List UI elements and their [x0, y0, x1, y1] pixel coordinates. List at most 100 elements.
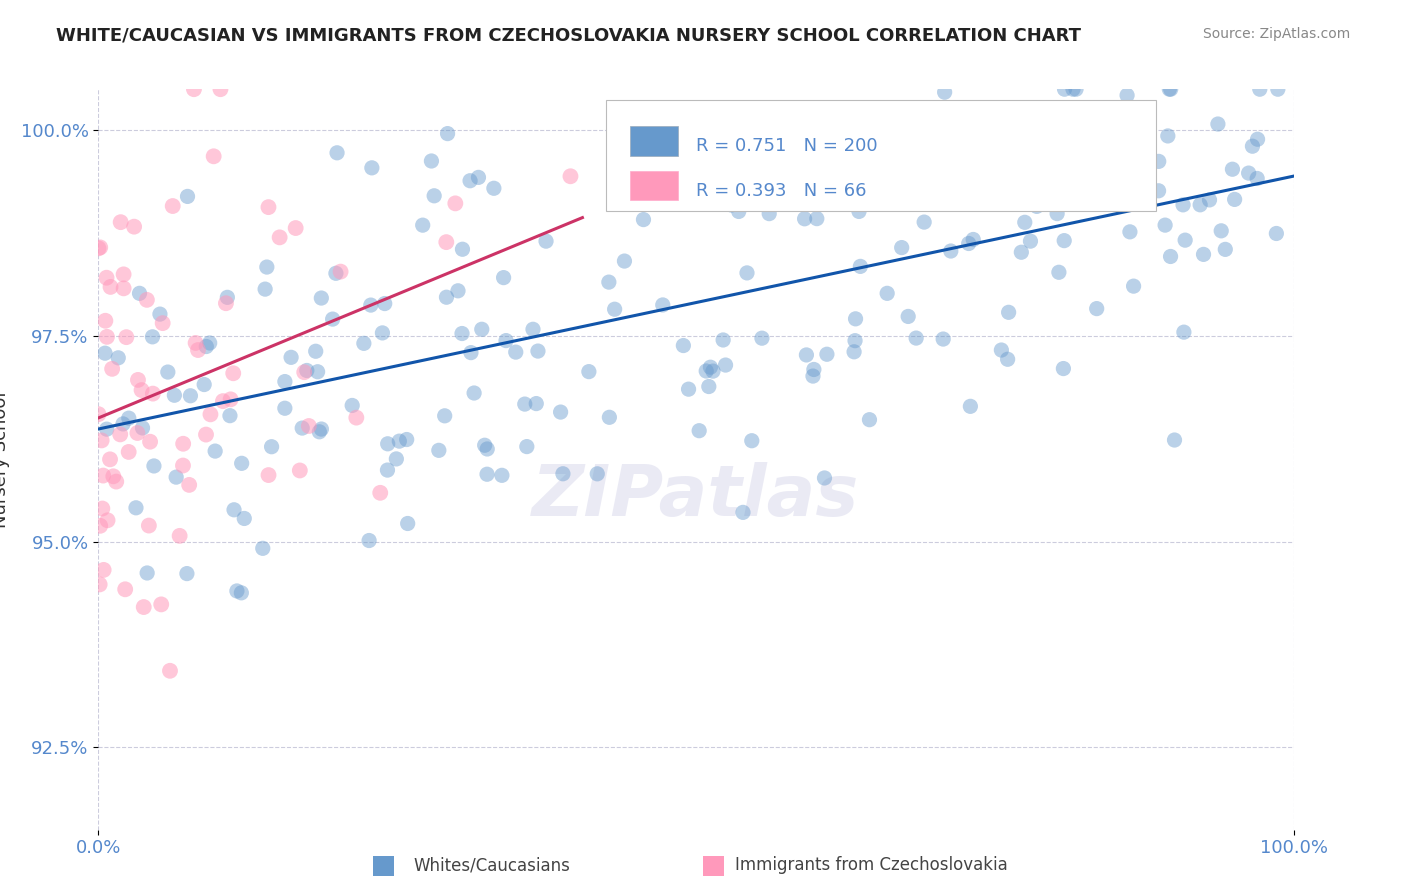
Point — [516, 440, 538, 454]
Point — [1246, 132, 1268, 146]
Point — [94, 314, 117, 328]
Point — [844, 194, 866, 209]
Point — [672, 338, 695, 352]
Point — [751, 331, 773, 345]
Point — [374, 296, 396, 310]
Point — [858, 413, 880, 427]
Point — [159, 664, 181, 678]
Point — [122, 219, 145, 234]
Point — [1019, 234, 1042, 248]
Point — [1136, 190, 1159, 204]
Point — [905, 331, 928, 345]
Point — [231, 586, 253, 600]
Point — [179, 389, 201, 403]
Point — [420, 153, 443, 168]
Point — [87, 241, 110, 255]
Point — [233, 511, 256, 525]
Point — [152, 316, 174, 330]
Point — [962, 232, 984, 246]
Point — [252, 541, 274, 556]
Point — [1163, 433, 1185, 447]
Point — [955, 195, 977, 210]
Point — [1053, 234, 1076, 248]
Point — [94, 346, 117, 360]
Point — [997, 305, 1019, 319]
Point — [890, 241, 912, 255]
Point — [815, 347, 838, 361]
Point — [492, 270, 515, 285]
Point — [209, 82, 232, 96]
Point — [477, 442, 499, 456]
Point — [423, 189, 446, 203]
Point — [1206, 117, 1229, 131]
Point — [451, 242, 474, 256]
Point — [682, 138, 704, 153]
Point — [598, 275, 620, 289]
Point — [471, 322, 494, 336]
Point — [202, 149, 225, 163]
Point — [311, 422, 333, 436]
Text: Whites/Caucasians: Whites/Caucasians — [413, 856, 571, 874]
Point — [1171, 198, 1194, 212]
Point — [1147, 184, 1170, 198]
Point — [111, 417, 134, 431]
Point — [534, 234, 557, 248]
Point — [280, 351, 302, 365]
Point — [187, 343, 209, 357]
Point — [848, 204, 870, 219]
Point — [1064, 110, 1087, 124]
Point — [707, 117, 730, 131]
Point — [1160, 82, 1182, 96]
Point — [586, 467, 609, 481]
Point — [1159, 82, 1181, 96]
Point — [1246, 171, 1268, 186]
Point — [100, 280, 122, 294]
Point — [463, 386, 485, 401]
Point — [832, 186, 855, 201]
Point — [735, 266, 758, 280]
Point — [1241, 139, 1264, 153]
Point — [711, 333, 734, 347]
Point — [142, 386, 165, 401]
Point — [172, 458, 194, 473]
Point — [709, 161, 731, 175]
Point — [295, 363, 318, 377]
Point — [845, 311, 868, 326]
Point — [1052, 361, 1074, 376]
Point — [200, 408, 222, 422]
Point — [1213, 243, 1236, 257]
Point — [695, 364, 717, 378]
Point — [959, 163, 981, 178]
Point — [156, 365, 179, 379]
Point — [793, 211, 815, 226]
Point — [1010, 245, 1032, 260]
Point — [849, 260, 872, 274]
Point — [274, 401, 297, 416]
Point — [578, 365, 600, 379]
Point — [1008, 185, 1031, 199]
Point — [118, 411, 141, 425]
Point — [467, 170, 489, 185]
Point — [183, 82, 205, 96]
Point — [260, 440, 283, 454]
Point — [505, 345, 527, 359]
Point — [598, 410, 620, 425]
Point — [165, 470, 187, 484]
Point — [377, 437, 399, 451]
Point — [385, 451, 408, 466]
Point — [813, 471, 835, 485]
Point — [803, 362, 825, 376]
Point — [527, 344, 550, 359]
Point — [212, 394, 235, 409]
Point — [101, 362, 124, 376]
Point — [1047, 265, 1070, 279]
Point — [217, 290, 239, 304]
Point — [678, 382, 700, 396]
Point — [149, 307, 172, 321]
Point — [179, 478, 201, 492]
FancyBboxPatch shape — [630, 170, 678, 201]
Point — [1154, 218, 1177, 232]
Point — [371, 326, 394, 340]
Point — [482, 181, 505, 195]
Point — [114, 582, 136, 597]
